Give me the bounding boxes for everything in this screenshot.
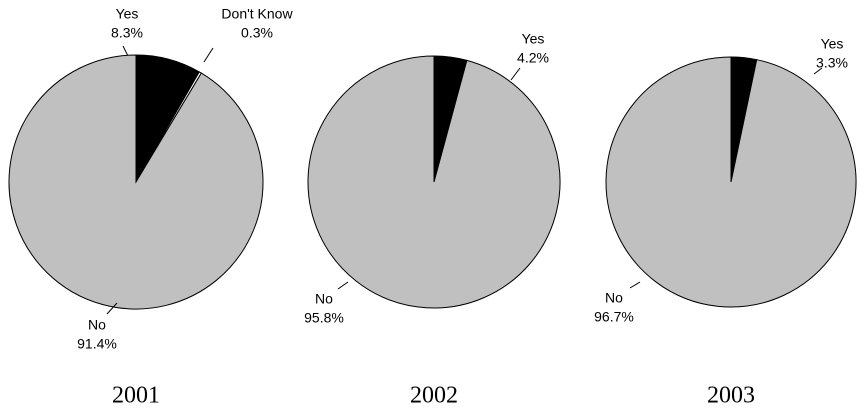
slice-value: 95.8% — [304, 310, 344, 326]
leader-line — [629, 281, 641, 289]
chart-title: 2001 — [112, 383, 160, 409]
pie-slice — [8, 54, 264, 310]
slice-label: Yes — [522, 31, 545, 47]
slice-value: 8.3% — [111, 25, 143, 41]
slice-label: Yes — [821, 36, 844, 52]
slice-value: 4.2% — [517, 50, 549, 66]
chart-title: 2003 — [707, 383, 755, 409]
leader-line — [337, 281, 349, 290]
slice-label: No — [605, 290, 623, 306]
chart-title: 2002 — [410, 383, 458, 409]
slice-label: No — [315, 291, 333, 307]
slice-label: No — [88, 317, 106, 333]
slice-label: Don't Know — [221, 6, 293, 22]
leader-line — [813, 67, 823, 75]
slice-value: 91.4% — [77, 336, 117, 352]
slice-label: Yes — [116, 6, 139, 22]
pie-slice — [307, 55, 561, 309]
slice-value: 96.7% — [594, 309, 634, 325]
leader-line — [510, 67, 521, 81]
slice-value: 3.3% — [816, 55, 848, 71]
leader-line — [122, 45, 129, 57]
leader-line — [203, 47, 214, 63]
slice-value: 0.3% — [241, 25, 273, 41]
pie-slice — [605, 56, 857, 308]
leader-line — [106, 302, 118, 315]
